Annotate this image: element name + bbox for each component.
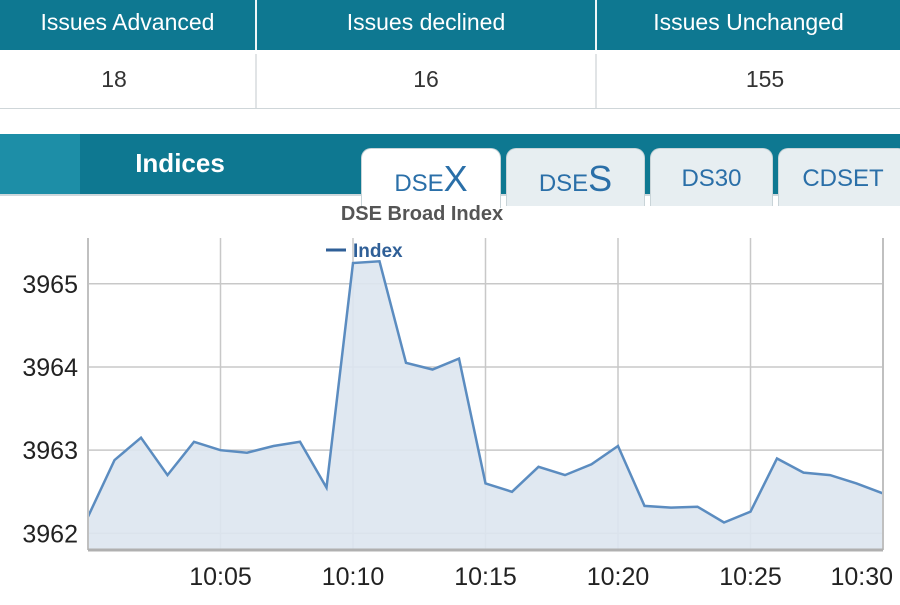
- tab-cdset[interactable]: CDSET: [778, 148, 900, 206]
- header-issues-declined: Issues declined: [346, 9, 506, 35]
- issues-stats-table: Issues Advanced Issues declined Issues U…: [0, 0, 900, 110]
- dse-broad-index-chart: 3962 3963 3964 3965 10:05 10:10 10:15 10:20 10:…: [0, 196, 900, 600]
- header-issues-unchanged: Issues Unchanged: [653, 9, 844, 35]
- y-tick-label: 3963: [22, 437, 78, 465]
- header-issues-advanced: Issues Advanced: [40, 9, 215, 35]
- y-tick-label: 3965: [22, 271, 78, 299]
- tab-dses[interactable]: DSES: [506, 148, 645, 206]
- y-axis-ticks: 3962 3963 3964 3965: [22, 271, 78, 549]
- header-divider: [255, 0, 257, 50]
- y-tick-label: 3964: [22, 354, 78, 382]
- x-tick-label: 10:15: [454, 563, 517, 591]
- tab-dses-prefix: DSE: [538, 170, 589, 197]
- header-divider: [595, 0, 597, 50]
- tab-dsex-suffix: X: [443, 158, 468, 199]
- x-tick-label: 10:25: [719, 563, 782, 591]
- legend-label[interactable]: Index: [353, 241, 403, 262]
- value-divider: [595, 54, 597, 108]
- tab-dses-suffix: S: [588, 158, 613, 199]
- y-tick-label: 3962: [22, 520, 78, 548]
- chart-title: DSE Broad Index: [341, 203, 503, 225]
- x-tick-label: 10:30: [830, 563, 893, 591]
- value-issues-declined: 16: [413, 66, 439, 92]
- stats-header-row: Issues Advanced Issues declined Issues U…: [0, 0, 900, 50]
- indices-bar-accent: [0, 134, 80, 194]
- tab-cdset-label: CDSET: [802, 165, 884, 192]
- tab-dsex-prefix: DSE: [394, 170, 444, 197]
- x-tick-label: 10:05: [189, 563, 252, 591]
- tab-ds30[interactable]: DS30: [650, 148, 773, 206]
- tab-dses-label: DSES: [539, 161, 612, 205]
- value-issues-advanced: 18: [101, 66, 127, 92]
- tab-dsex-label: DSEX: [394, 161, 467, 205]
- value-divider: [255, 54, 257, 108]
- stats-value-row: 18 16 155: [0, 50, 900, 109]
- tab-ds30-label: DS30: [681, 165, 742, 192]
- x-axis-ticks: 10:05 10:10 10:15 10:20 10:25 10:30: [189, 563, 893, 591]
- value-issues-unchanged: 155: [745, 66, 785, 92]
- chart-frame: [87, 238, 884, 552]
- x-tick-label: 10:10: [322, 563, 385, 591]
- indices-title: Indices: [135, 148, 225, 178]
- index-area: [88, 261, 883, 550]
- tab-dsex[interactable]: DSEX: [361, 148, 501, 208]
- index-line: [86, 259, 884, 524]
- x-tick-label: 10:20: [587, 563, 650, 591]
